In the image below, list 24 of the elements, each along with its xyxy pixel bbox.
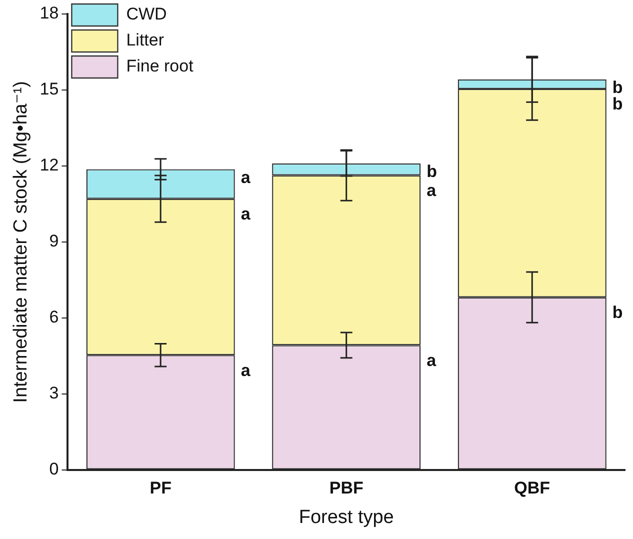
legend-label: Litter	[126, 30, 164, 50]
y-tick-label: 3	[49, 384, 59, 403]
annotation: b	[612, 303, 623, 322]
x-tick-label: QBF	[514, 478, 550, 498]
x-tick-label: PF	[150, 478, 172, 498]
annotation: b	[426, 162, 438, 182]
annotation: a	[426, 180, 437, 200]
y-tick-label: 9	[49, 232, 59, 251]
annotation: a	[426, 350, 437, 370]
legend-label: CWD	[126, 4, 167, 24]
annotation: a	[240, 360, 251, 380]
y-tick-label: 0	[49, 459, 59, 478]
y-tick-label: 12	[40, 156, 59, 175]
annotation: a	[240, 204, 251, 224]
y-tick-label: 18	[40, 4, 59, 23]
legend-label: Fine root	[126, 56, 194, 76]
x-axis-title: Forest type	[298, 506, 394, 528]
annotation: a	[240, 168, 251, 187]
y-tick-label: 15	[40, 80, 59, 99]
x-tick-label: PBF	[329, 478, 364, 498]
y-tick-label: 6	[49, 308, 59, 327]
y-axis-title: Intermediate matter C stock (Mg•ha⁻¹)	[10, 80, 32, 403]
annotation: b	[612, 94, 623, 114]
annotation: b	[612, 78, 623, 98]
